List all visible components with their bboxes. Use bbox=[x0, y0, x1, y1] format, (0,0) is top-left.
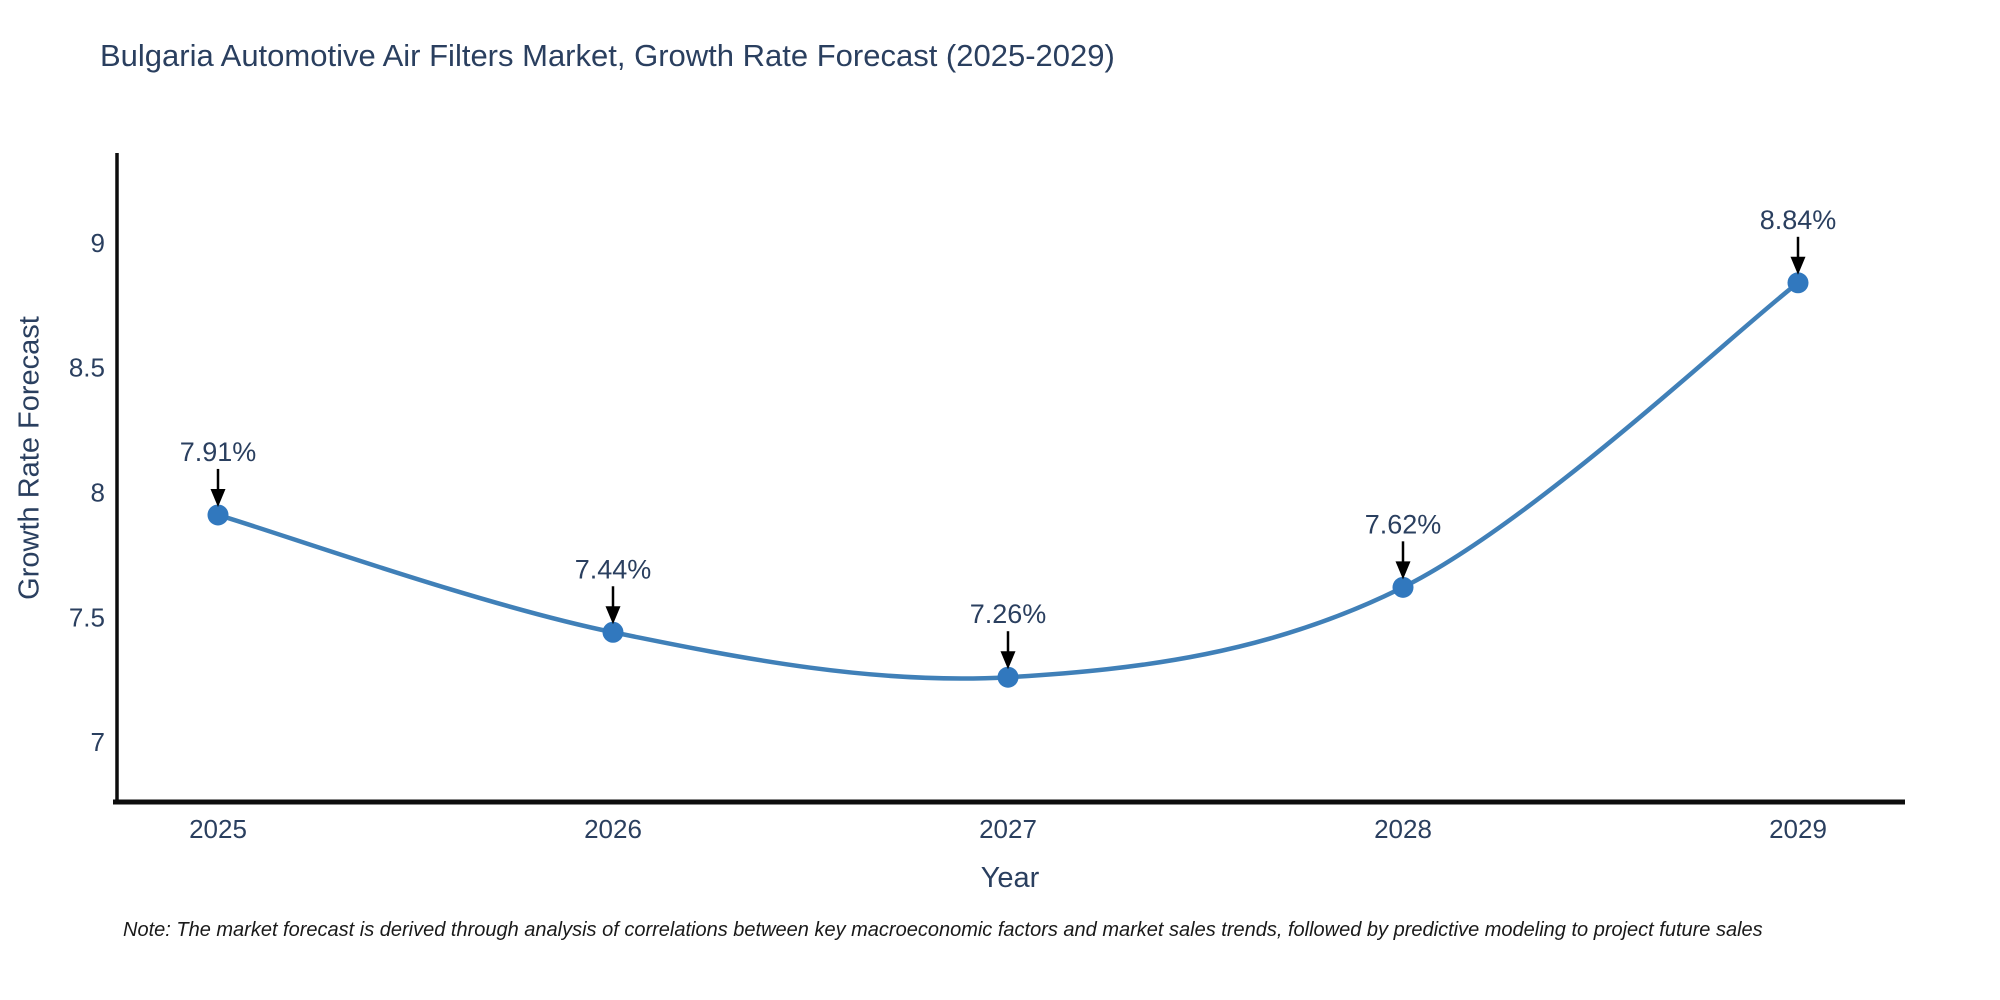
y-tick-label: 7.5 bbox=[69, 602, 105, 632]
chart-title: Bulgaria Automotive Air Filters Market, … bbox=[100, 38, 1115, 73]
data-point-label: 7.62% bbox=[1365, 509, 1442, 539]
data-point-label: 7.91% bbox=[180, 437, 257, 467]
data-point-2028[interactable] bbox=[1392, 576, 1414, 598]
y-axis-title: Growth Rate Forecast bbox=[13, 316, 46, 600]
data-point-2027[interactable] bbox=[997, 666, 1019, 688]
data-point-label: 7.44% bbox=[575, 554, 652, 584]
annotation-arrowhead-icon bbox=[1790, 256, 1806, 275]
data-point-2029[interactable] bbox=[1787, 272, 1809, 294]
x-axis-title: Year bbox=[980, 862, 1040, 894]
x-tick-label: 2026 bbox=[584, 814, 642, 844]
data-point-label: 7.26% bbox=[970, 599, 1047, 629]
x-tick-label: 2027 bbox=[979, 814, 1037, 844]
x-tick-label: 2025 bbox=[189, 814, 247, 844]
annotation-arrowhead-icon bbox=[210, 488, 226, 507]
data-point-2026[interactable] bbox=[602, 621, 624, 643]
data-point-label: 8.84% bbox=[1760, 205, 1837, 235]
x-tick-label: 2028 bbox=[1374, 814, 1432, 844]
annotation-arrowhead-icon bbox=[605, 606, 621, 625]
annotation-arrowhead-icon bbox=[1395, 561, 1411, 580]
y-tick-label: 8.5 bbox=[69, 353, 105, 383]
annotation-arrowhead-icon bbox=[1000, 651, 1016, 670]
x-tick-label: 2029 bbox=[1769, 814, 1827, 844]
data-point-2025[interactable] bbox=[207, 504, 229, 526]
footnote: Note: The market forecast is derived thr… bbox=[123, 919, 1763, 941]
y-tick-label: 9 bbox=[91, 228, 105, 258]
y-tick-label: 7 bbox=[91, 727, 105, 757]
y-tick-label: 8 bbox=[91, 477, 105, 507]
